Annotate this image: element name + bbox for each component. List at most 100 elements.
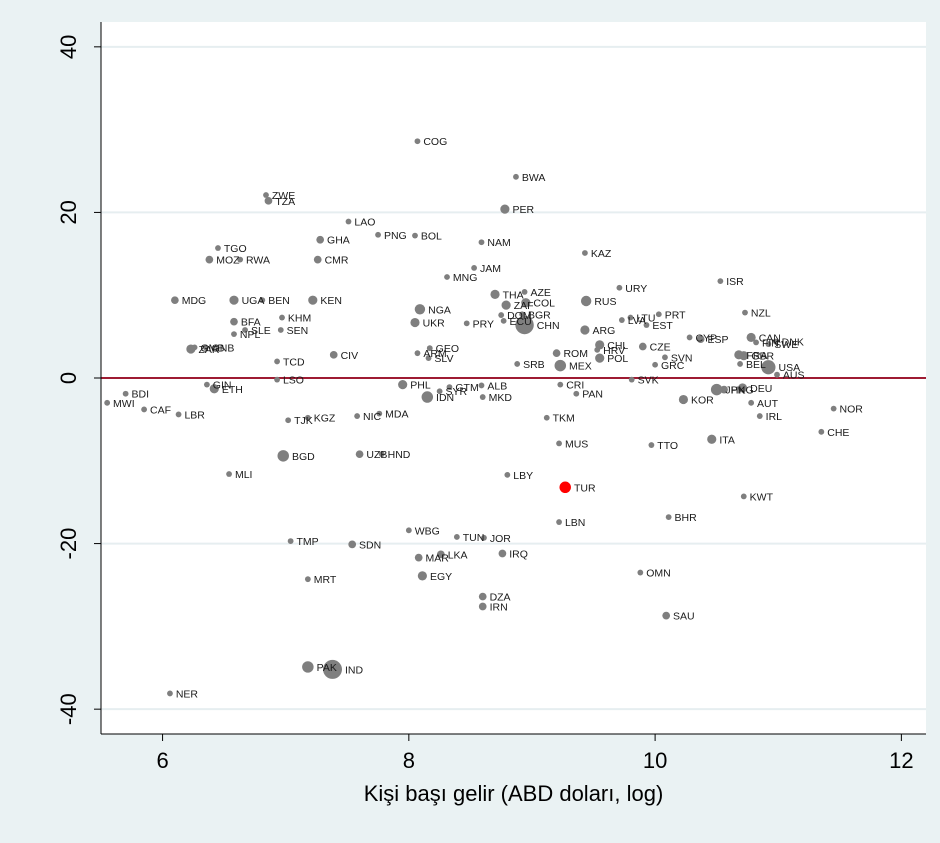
point-tur: [559, 481, 571, 494]
point-label-bol: BOL: [421, 231, 442, 243]
point-sen: [277, 327, 284, 333]
point-hkg: [720, 385, 728, 394]
point-ind: [322, 659, 343, 679]
point-label-kgz: KGZ: [314, 413, 336, 425]
y-axis: 40 20 0 -20 -40: [56, 22, 102, 734]
point-label-srb: SRB: [523, 359, 545, 371]
data-points: [104, 138, 837, 697]
point-idn: [421, 391, 434, 403]
point-egy: [417, 571, 427, 581]
point-tmp: [287, 538, 294, 544]
point-svn: [662, 354, 668, 361]
point-geo: [426, 345, 433, 352]
point-label-alb: ALB: [487, 380, 507, 392]
point-fin: [753, 339, 759, 346]
point-label-gtm: GTM: [455, 382, 478, 394]
point-label-tkm: TKM: [553, 413, 575, 425]
point-label-zaf: ZAF: [514, 300, 534, 312]
point-nga: [414, 304, 426, 315]
point-label-tjk: TJK: [294, 415, 313, 427]
point-gtm: [446, 384, 453, 391]
point-label-aut: AUT: [757, 398, 779, 410]
point-cri: [557, 381, 564, 388]
point-label-col: COL: [533, 298, 555, 310]
point-label-tur: TUR: [574, 482, 596, 494]
point-arm: [414, 350, 421, 357]
point-gin: [203, 381, 210, 388]
point-label-bgr: BGR: [528, 309, 551, 321]
point-zar: [186, 344, 196, 354]
point-label-geo: GEO: [436, 343, 459, 355]
point-uzb: [355, 450, 364, 459]
point-kaz: [582, 250, 588, 256]
point-cog: [414, 138, 421, 145]
point-zaf: [501, 300, 511, 310]
point-jam: [471, 264, 477, 271]
point-dom: [498, 312, 505, 318]
point-label-lso: LSO: [283, 375, 304, 387]
point-usa: [761, 360, 776, 375]
point-label-prt: PRT: [665, 309, 686, 321]
point-label-pol: POL: [607, 353, 628, 365]
x-tick-label: 8: [403, 748, 415, 773]
point-bgr: [519, 311, 526, 318]
point-label-kor: KOR: [691, 395, 714, 407]
point-mar: [414, 553, 423, 562]
point-mwi: [104, 399, 111, 406]
x-axis-label: Kişi başı gelir (ABD doları, log): [364, 781, 664, 806]
point-tgo: [215, 245, 221, 251]
point-ury: [616, 284, 623, 291]
point-khm: [279, 314, 285, 321]
point-label-mng: MNG: [453, 272, 478, 284]
point-tkm: [543, 414, 550, 421]
point-label-chn: CHN: [537, 320, 560, 332]
point-jpn: [710, 383, 723, 396]
point-tto: [648, 442, 655, 448]
point-pry: [463, 320, 470, 327]
point-tcd: [274, 358, 280, 365]
point-label-tza: TZA: [275, 196, 295, 208]
point-isr: [717, 278, 724, 285]
point-label-pry: PRY: [473, 318, 494, 330]
point-srb: [514, 361, 521, 367]
point-label-hnd: HND: [388, 449, 411, 461]
point-label-tgo: TGO: [224, 243, 247, 255]
point-label-lbn: LBN: [565, 517, 585, 529]
point-label-hrv: HRV: [603, 345, 625, 357]
point-label-ukr: UKR: [423, 318, 446, 330]
point-label-lka: LKA: [448, 549, 468, 561]
point-label-kwt: KWT: [750, 491, 774, 503]
point-ner: [167, 690, 173, 697]
point-label-bhr: BHR: [675, 512, 698, 524]
point-mda: [376, 410, 383, 417]
point-rwa: [237, 256, 244, 263]
point-label-sdn: SDN: [359, 539, 381, 551]
point-lbn: [556, 519, 562, 525]
point-alb: [478, 382, 485, 389]
point-label-pan: PAN: [582, 389, 603, 401]
point-lby: [504, 471, 511, 478]
point-gbr: [739, 351, 749, 361]
point-label-aus: AUS: [783, 370, 805, 382]
point-per: [500, 204, 510, 214]
point-nor: [830, 405, 837, 412]
point-label-ind: IND: [345, 664, 364, 676]
point-label-omn: OMN: [646, 568, 671, 580]
point-can: [746, 332, 756, 343]
point-label-lva: LVA: [628, 315, 646, 327]
point-label-fra: FRA: [746, 350, 767, 362]
point-label-bwa: BWA: [522, 172, 546, 184]
point-pak: [302, 661, 314, 673]
point-bwa: [513, 173, 519, 180]
point-tjk: [285, 417, 292, 424]
point-wbg: [405, 527, 412, 534]
point-label-lby: LBY: [513, 470, 533, 482]
point-slv: [425, 355, 432, 362]
point-label-swe: SWE: [774, 339, 798, 351]
point-eth: [209, 384, 219, 394]
point-label-cmr: CMR: [325, 255, 349, 267]
point-sdn: [348, 540, 357, 549]
point-cze: [638, 342, 647, 351]
